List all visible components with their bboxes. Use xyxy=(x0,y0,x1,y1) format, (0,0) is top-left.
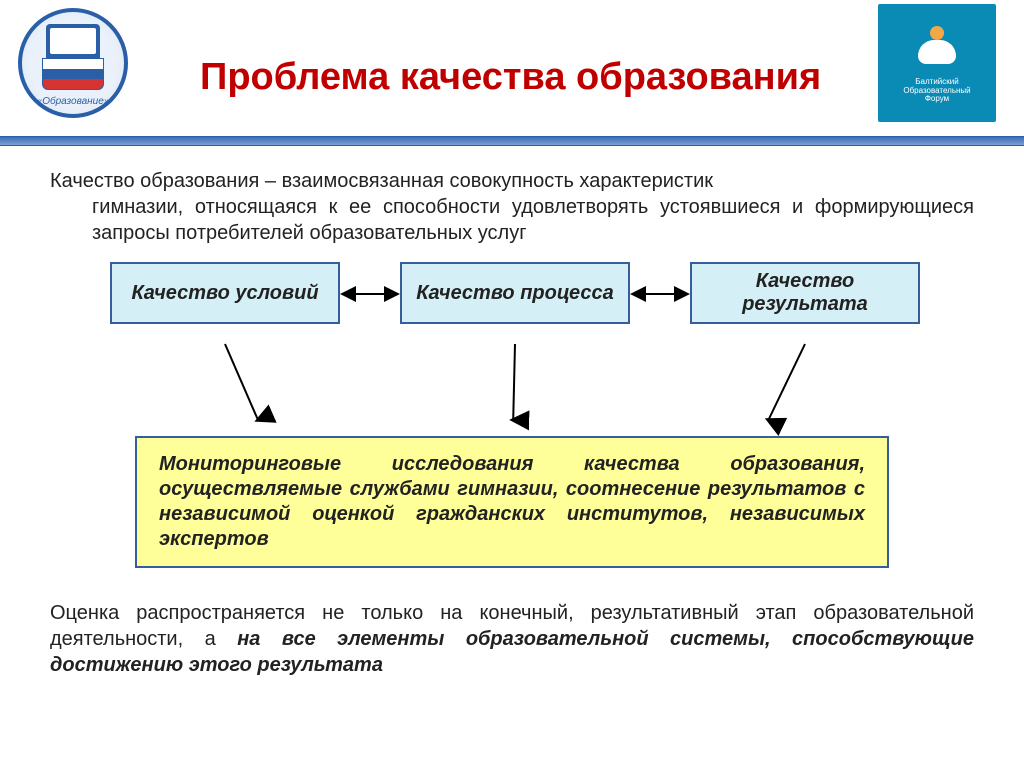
box-quality-result: Качество результата xyxy=(690,262,920,324)
arrows-down-svg xyxy=(50,344,974,436)
definition-rest: гимназии, относящаяся к ее способности у… xyxy=(50,194,974,246)
box-quality-process: Качество процесса xyxy=(400,262,630,324)
logo-right-line2: Образовательный xyxy=(903,86,970,95)
logo-baltic-forum: Балтийский Образовательный Форум xyxy=(878,4,996,122)
page-title: Проблема качества образования xyxy=(200,56,821,99)
horizontal-divider xyxy=(0,136,1024,146)
arrows-down-area xyxy=(50,344,974,436)
content-area: Качество образования – взаимосвязанная с… xyxy=(50,168,974,678)
definition-text: Качество образования – взаимосвязанная с… xyxy=(50,168,974,246)
double-arrow-2 xyxy=(630,286,690,302)
definition-first-line: Качество образования – взаимосвязанная с… xyxy=(50,170,713,192)
logo-right-line3: Форум xyxy=(925,94,949,103)
box-quality-conditions: Качество условий xyxy=(110,262,340,324)
header: «Образование» Проблема качества образова… xyxy=(0,0,1024,130)
logo-education-emblem: «Образование» xyxy=(18,8,128,118)
quality-boxes-row: Качество условий Качество процесса Качес… xyxy=(50,262,974,344)
double-arrow-1 xyxy=(340,286,400,302)
monitoring-box: Мониторинговые исследования качества обр… xyxy=(135,436,889,568)
conclusion-text: Оценка распространяется не только на кон… xyxy=(50,600,974,678)
logo-left-label: «Образование» xyxy=(18,96,128,107)
logo-right-line1: Балтийский xyxy=(915,77,958,86)
person-icon xyxy=(912,22,962,72)
